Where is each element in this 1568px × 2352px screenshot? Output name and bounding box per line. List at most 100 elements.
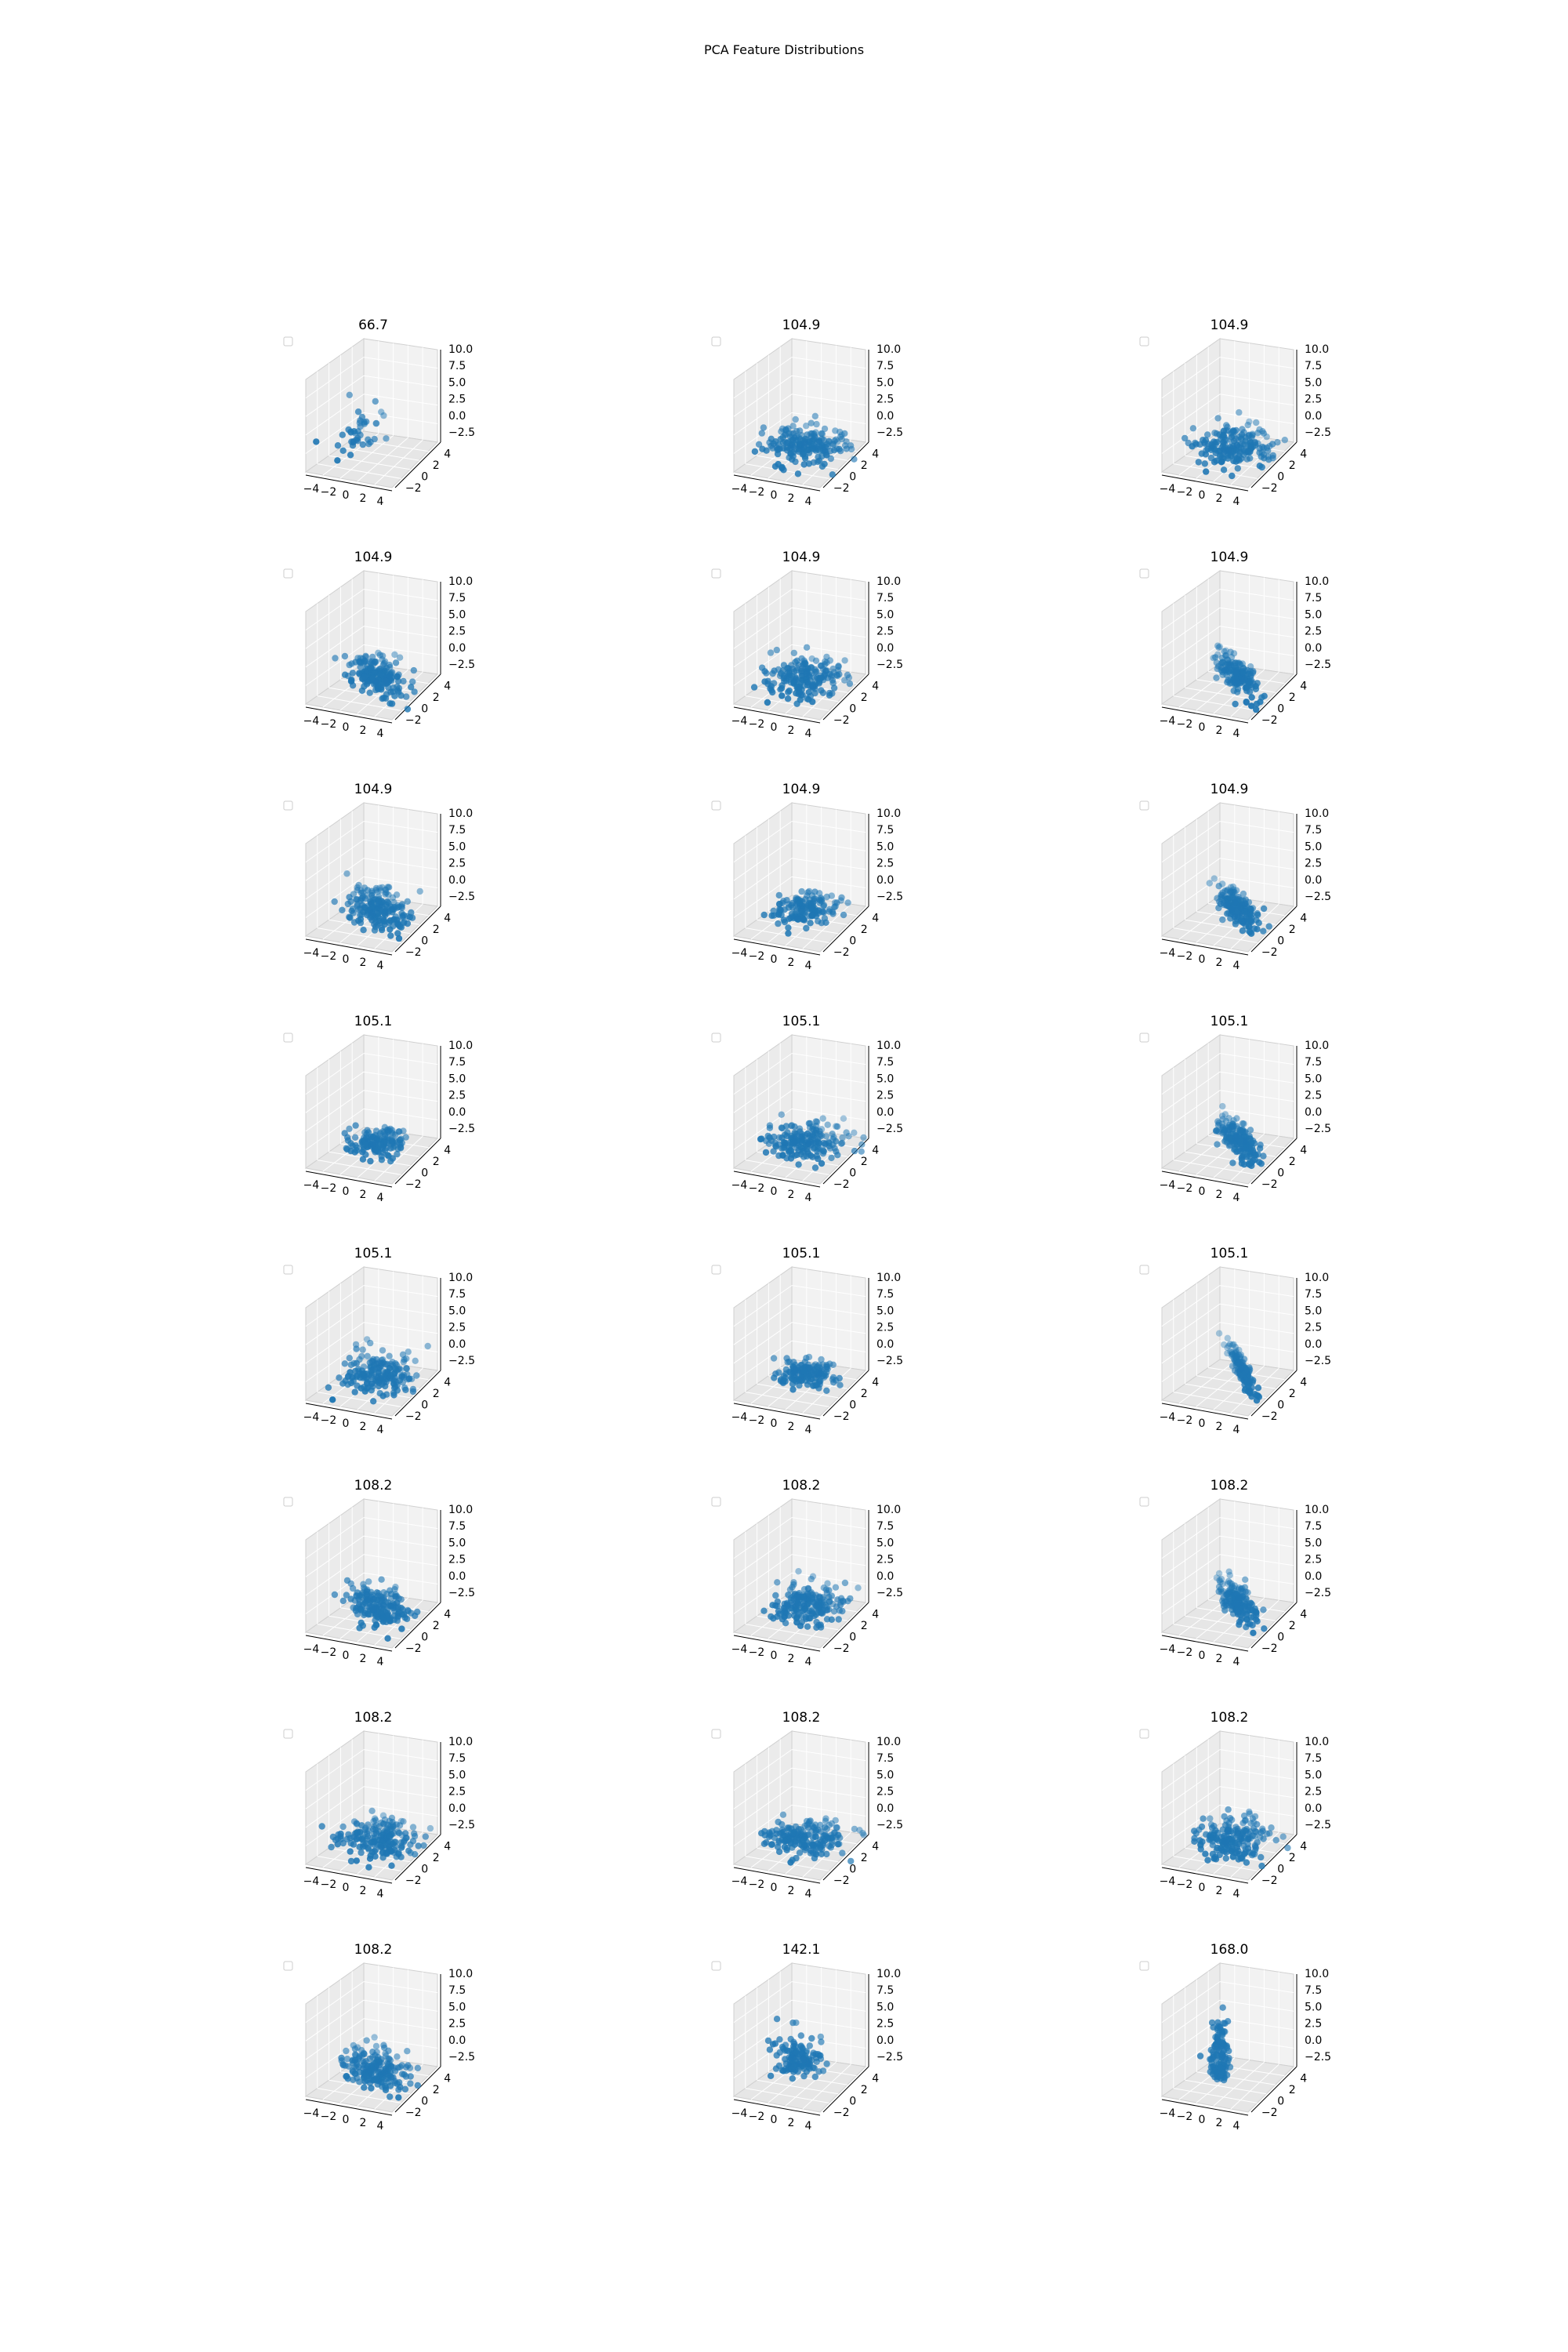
scatter-point <box>1226 1572 1233 1579</box>
scatter-point <box>1259 1825 1266 1832</box>
data-points <box>764 2016 830 2082</box>
grid-line <box>733 1749 793 1791</box>
scatter-point <box>369 1356 377 1363</box>
x-tick-label: 2 <box>1216 956 1223 969</box>
scatter-point <box>351 2045 359 2053</box>
scatter-point <box>778 1111 785 1118</box>
scatter-point <box>372 919 379 926</box>
scatter-point <box>795 1161 802 1168</box>
scatter-point <box>359 441 366 448</box>
x-tick-label: −4 <box>303 715 320 728</box>
panel-title: 105.1 <box>782 1246 821 1261</box>
scatter-point <box>350 2060 357 2067</box>
scatter-point <box>342 2062 349 2069</box>
scatter-point <box>775 920 782 927</box>
scatter-point <box>1222 647 1229 655</box>
scatter-point <box>381 658 389 665</box>
grid-line <box>1161 589 1221 631</box>
grid-line <box>1161 1303 1221 1345</box>
scatter-point <box>1272 1837 1279 1844</box>
scatter-point <box>1253 419 1260 426</box>
scatter-point <box>379 1347 387 1354</box>
data-points <box>1181 408 1288 480</box>
scatter-point <box>808 892 816 899</box>
scatter-point <box>1210 1822 1218 1830</box>
grid-line <box>791 1517 866 1530</box>
scatter-point <box>794 1369 801 1377</box>
scatter-point <box>1215 1588 1222 1595</box>
grid-line <box>1219 394 1294 406</box>
scatter-point <box>1212 1856 1220 1863</box>
y-tick-label: 0 <box>421 470 428 483</box>
scatter-point <box>1215 1570 1223 1577</box>
scatter-point <box>840 1115 848 1122</box>
grid-line <box>745 1624 829 1639</box>
panel-title: 105.1 <box>354 1246 393 1261</box>
scatter-point <box>1229 472 1236 480</box>
scatter-point <box>375 1379 383 1386</box>
scatter-point <box>794 470 802 477</box>
grid-line <box>363 394 438 406</box>
y-tick-label: 4 <box>444 1144 451 1156</box>
legend-box <box>1139 336 1149 347</box>
legend-box <box>711 1497 721 1507</box>
z-tick-label: 5.0 <box>448 840 466 853</box>
scatter-point <box>374 682 382 689</box>
scatter-point <box>1240 890 1247 898</box>
z-tick-label: 0.0 <box>448 2034 466 2047</box>
z-tick-label: 0.0 <box>448 1338 466 1351</box>
x-axis-line <box>733 2099 821 2116</box>
scatter-point <box>1246 916 1254 924</box>
scatter-point <box>400 1838 408 1846</box>
scatter-point <box>803 644 811 651</box>
scatter-point <box>398 1844 405 1851</box>
scatter-point <box>1226 894 1233 901</box>
scatter-point <box>830 684 838 691</box>
grid-line <box>363 1322 438 1334</box>
scatter-point <box>778 670 785 677</box>
scatter-point <box>776 2049 783 2056</box>
grid-line <box>1219 626 1294 638</box>
x-tick-label: −2 <box>1177 486 1193 499</box>
scatter-point <box>834 1152 841 1159</box>
scatter-point <box>1257 1142 1264 1149</box>
floor-pane <box>304 1591 439 1649</box>
x-axis-line <box>733 474 821 492</box>
grid-line <box>1161 1572 1221 1614</box>
grid-line <box>733 357 793 399</box>
scatter-point <box>817 1131 824 1138</box>
scatter-point <box>826 1842 833 1849</box>
scatter-point <box>822 667 829 675</box>
scatter-point <box>813 1152 820 1160</box>
z-tick-label: 10.0 <box>877 1272 901 1284</box>
z-tick-label: 0.0 <box>877 1338 894 1351</box>
scatter-point <box>422 1833 429 1840</box>
scatter-point <box>378 1576 385 1583</box>
legend-box <box>711 1265 721 1275</box>
scatter-point <box>382 1598 390 1606</box>
grid-line <box>1213 1366 1265 1410</box>
scatter-point <box>378 1609 385 1617</box>
scatter-point <box>1225 1577 1232 1585</box>
grid-line <box>305 394 365 436</box>
scatter-point <box>343 1577 351 1584</box>
scatter-point <box>824 1363 831 1370</box>
scatter-point <box>346 661 353 669</box>
scatter-point <box>370 1398 377 1405</box>
scatter-point <box>346 913 353 920</box>
scatter-point <box>341 652 349 660</box>
z-tick-label: −2.5 <box>877 1819 903 1831</box>
scatter-point <box>383 898 390 906</box>
y-tick-label: −2 <box>1261 1875 1278 1887</box>
scatter-point <box>780 466 787 474</box>
z-tick-label: 10.0 <box>877 575 901 588</box>
scatter-point <box>363 2037 370 2044</box>
scatter-point <box>403 1364 410 1372</box>
y-tick-label: 2 <box>1289 691 1296 704</box>
x-tick-label: −4 <box>303 947 320 960</box>
scatter-point <box>789 2075 796 2082</box>
back-pane <box>791 338 866 443</box>
x-tick-label: 2 <box>360 492 367 505</box>
